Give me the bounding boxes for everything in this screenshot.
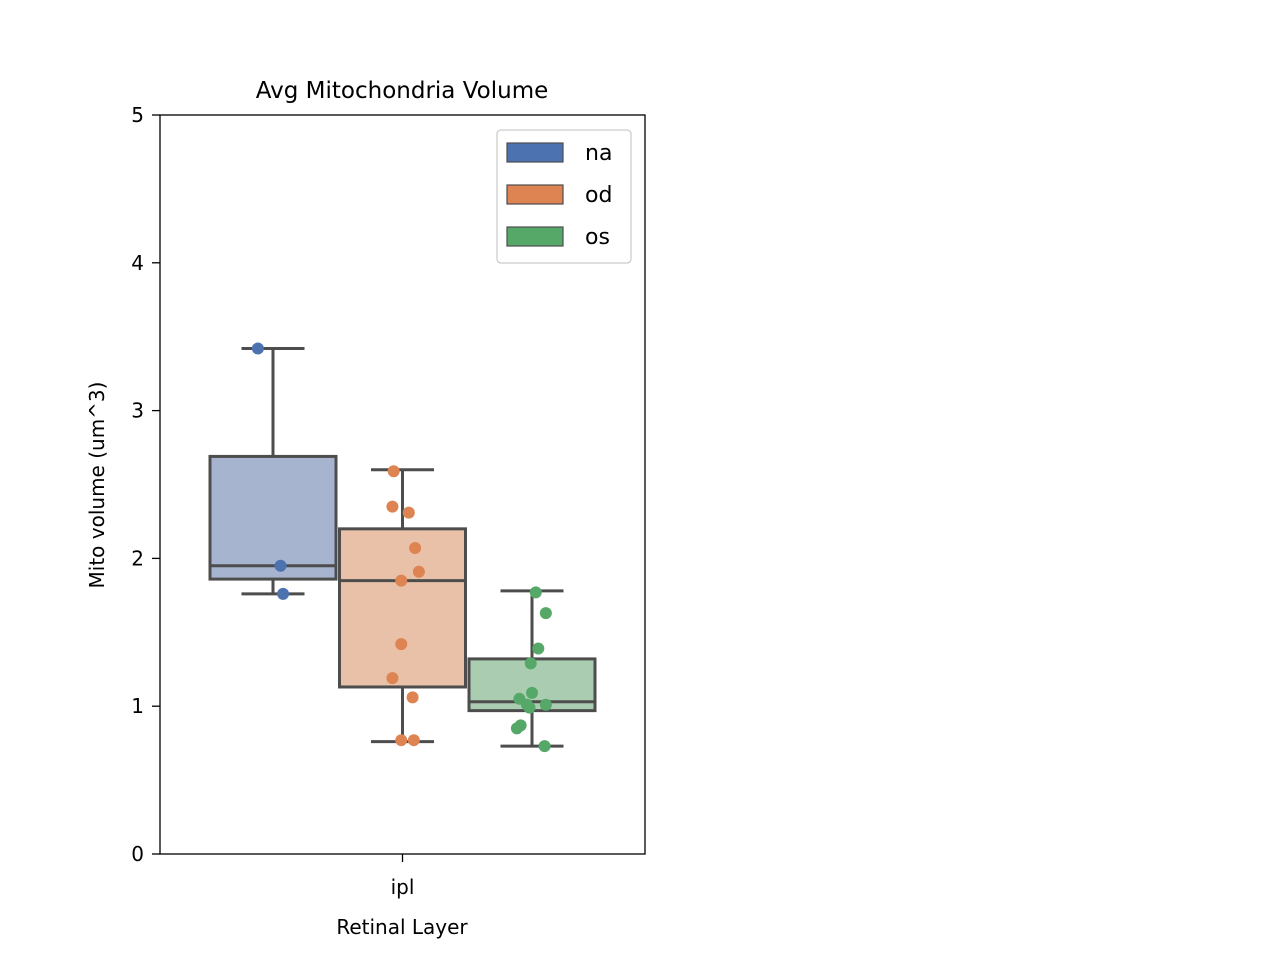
data-point bbox=[526, 686, 538, 699]
y-axis-label: Mito volume (um^3) bbox=[85, 382, 109, 589]
data-point bbox=[523, 701, 536, 714]
data-point bbox=[409, 542, 422, 555]
data-point bbox=[274, 559, 287, 572]
data-point bbox=[412, 565, 425, 578]
data-point bbox=[539, 698, 552, 711]
data-point bbox=[386, 672, 399, 685]
y-tick-label: 3 bbox=[131, 399, 144, 423]
box-iqr bbox=[338, 527, 467, 689]
data-point bbox=[532, 642, 545, 655]
data-point bbox=[407, 734, 420, 747]
box-group-na bbox=[208, 342, 338, 600]
box-group-od bbox=[338, 465, 467, 747]
y-tick-label: 0 bbox=[131, 842, 144, 866]
legend: na od os bbox=[496, 129, 632, 264]
y-tick-label: 5 bbox=[131, 103, 144, 127]
legend-label-os: os bbox=[585, 225, 610, 250]
data-point bbox=[510, 722, 523, 735]
y-tick-label: 2 bbox=[131, 546, 144, 570]
data-point bbox=[386, 500, 399, 513]
y-axis: 0 1 2 3 4 5 bbox=[131, 103, 160, 866]
legend-swatch-od bbox=[506, 184, 564, 205]
data-point bbox=[277, 587, 290, 600]
data-point bbox=[395, 638, 408, 651]
data-point bbox=[406, 691, 419, 704]
y-tick-label: 4 bbox=[131, 251, 144, 275]
legend-swatch-na bbox=[506, 142, 564, 163]
data-point bbox=[402, 506, 415, 519]
data-point bbox=[524, 657, 537, 670]
data-point bbox=[539, 607, 552, 620]
legend-label-od: od bbox=[585, 183, 612, 208]
data-point bbox=[387, 465, 400, 478]
legend-label-na: na bbox=[585, 141, 612, 166]
box-iqr bbox=[208, 454, 338, 581]
y-tick-label: 1 bbox=[131, 694, 144, 718]
data-point bbox=[395, 574, 408, 587]
chart-title: Avg Mitochondria Volume bbox=[256, 78, 549, 104]
legend-swatch-os bbox=[506, 226, 564, 247]
box-group-os bbox=[467, 586, 597, 753]
data-point bbox=[529, 586, 542, 599]
data-point bbox=[395, 734, 408, 747]
x-axis: ipl bbox=[391, 854, 415, 899]
plot-area bbox=[208, 342, 597, 753]
x-axis-label: Retinal Layer bbox=[336, 915, 468, 939]
data-point bbox=[538, 740, 551, 753]
x-tick-label: ipl bbox=[391, 875, 415, 899]
data-point bbox=[251, 342, 264, 355]
